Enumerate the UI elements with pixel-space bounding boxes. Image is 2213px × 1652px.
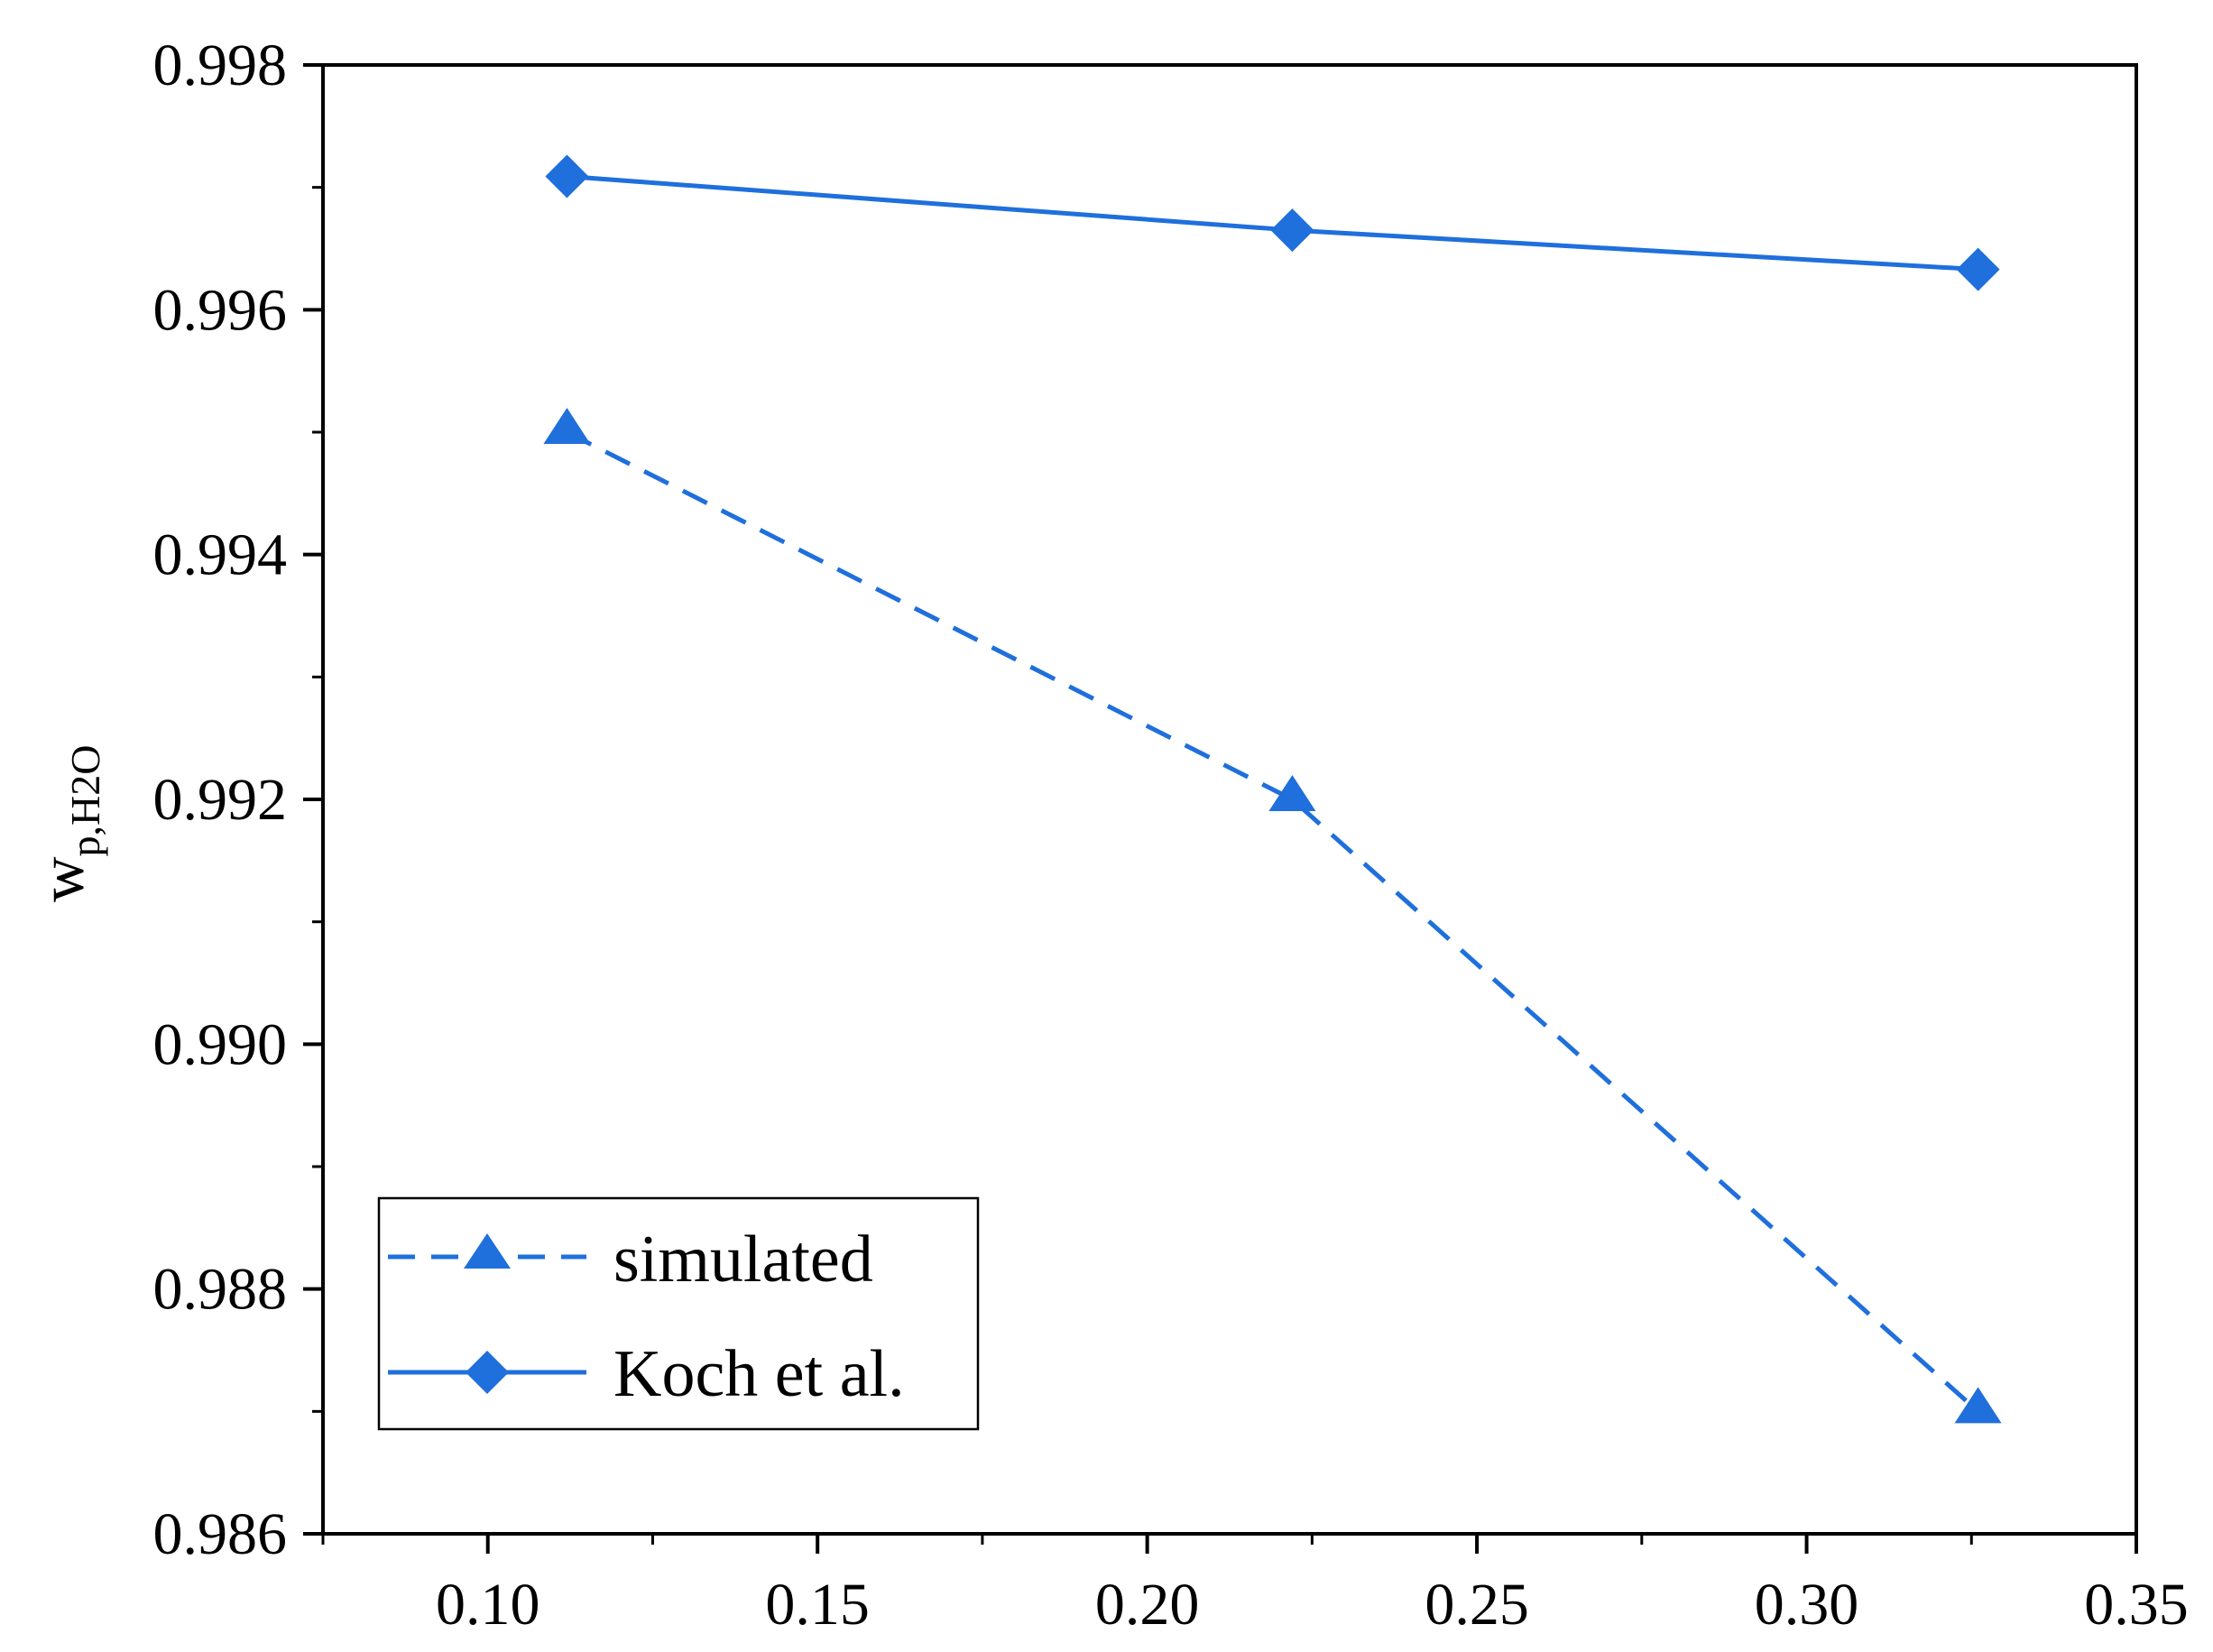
y-tick-label: 0.986 [153,1501,288,1567]
y-axis-title: wp,H2O [28,744,108,902]
legend-marker-koch [466,1351,509,1394]
plot-frame [321,63,2138,1536]
tick-labels: 0.10 0.15 0.20 0.25 0.30 0.35 0.986 0.988 0.990 0… [153,32,2189,1638]
y-axis-title-main: w [28,856,97,902]
legend-label-simulated: simulated [613,1223,873,1297]
legend-box [377,1196,980,1431]
x-tick-label: 0.25 [1425,1572,1529,1638]
legend-marker-simulated [464,1233,511,1269]
data-point-diamond [545,154,589,198]
x-tick-label: 0.20 [1095,1572,1200,1638]
y-tick-label: 0.996 [153,277,288,343]
data-point-triangle [543,408,591,444]
y-tick-label: 0.990 [153,1011,288,1077]
x-tick-label: 0.15 [765,1572,870,1638]
y-tick-label: 0.998 [153,32,288,98]
data-point-triangle [1954,1387,2002,1424]
y-axis-title-subscript: p,H2O [62,744,108,856]
x-tick-label: 0.35 [2084,1572,2189,1638]
legend: simulated Koch et al. [377,1196,980,1431]
y-tick-label: 0.988 [153,1257,288,1323]
x-tick-label: 0.10 [436,1572,540,1638]
x-tick-label: 0.30 [1755,1572,1859,1638]
legend-label-koch: Koch et al. [613,1337,905,1411]
data-point-triangle [1268,775,1316,811]
data-point-diamond [1956,247,2000,291]
series-line-1 [567,173,1978,272]
y-tick-label: 0.992 [153,767,288,833]
series-layer [543,154,2002,1424]
data-point-diamond [1270,208,1314,253]
y-tick-label: 0.994 [153,522,288,588]
series-line-0 [566,429,1980,1414]
